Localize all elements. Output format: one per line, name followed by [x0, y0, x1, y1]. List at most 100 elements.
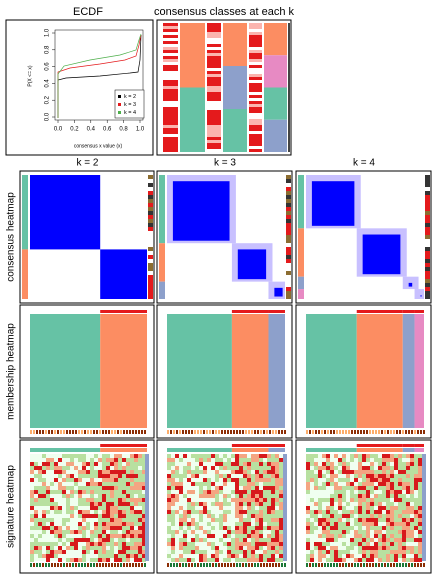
membership-annotation: [54, 430, 56, 434]
signature-cell: [334, 486, 338, 490]
right-annotation: [425, 243, 430, 247]
silhouette-cell: [249, 143, 262, 146]
signature-cell: [98, 514, 102, 518]
signature-cell: [130, 534, 134, 538]
signature-cell: [358, 482, 362, 486]
signature-cell: [134, 522, 138, 526]
signature-cell: [134, 490, 138, 494]
signature-cell: [239, 490, 243, 494]
membership-annotation: [423, 430, 425, 434]
signature-cell: [90, 458, 94, 462]
signature-cell: [410, 470, 414, 474]
signature-cell: [46, 466, 50, 470]
signature-cell: [275, 558, 279, 562]
signature-annotation: [221, 563, 223, 567]
silhouette-cell: [249, 29, 262, 32]
signature-cell: [62, 530, 66, 534]
signature-bar: [268, 444, 285, 447]
signature-cell: [326, 458, 330, 462]
signature-cell: [90, 462, 94, 466]
signature-cell: [310, 530, 314, 534]
signature-cell: [130, 526, 134, 530]
membership-annotation: [132, 430, 134, 434]
signature-cell: [86, 550, 90, 554]
signature-cell: [279, 478, 283, 482]
right-annotation: [148, 227, 153, 231]
signature-cell: [322, 554, 326, 558]
membership-annotation: [384, 430, 386, 434]
signature-cell: [62, 550, 66, 554]
signature-annotation: [330, 563, 332, 567]
signature-cell: [398, 498, 402, 502]
signature-cell: [171, 534, 175, 538]
signature-cell: [142, 534, 146, 538]
silhouette-cell: [163, 29, 178, 32]
signature-cell: [90, 538, 94, 542]
class-block: [264, 119, 287, 152]
silhouette-cell: [207, 98, 221, 101]
signature-cell: [346, 510, 350, 514]
signature-cell: [98, 550, 102, 554]
signature-cell: [207, 522, 211, 526]
signature-cell: [86, 502, 90, 506]
signature-cell: [90, 546, 94, 550]
membership-annotation: [57, 430, 59, 434]
signature-cell: [122, 550, 126, 554]
signature-cell: [374, 518, 378, 522]
signature-cell: [42, 470, 46, 474]
signature-cell: [142, 498, 146, 502]
signature-cell: [130, 494, 134, 498]
right-annotation: [286, 235, 291, 239]
signature-cell: [398, 518, 402, 522]
signature-annotation: [242, 563, 244, 567]
signature-cell: [378, 550, 382, 554]
signature-cell: [255, 542, 259, 546]
signature-cell: [70, 486, 74, 490]
signature-cell: [98, 490, 102, 494]
signature-cell: [239, 538, 243, 542]
signature-cell: [207, 510, 211, 514]
signature-cell: [187, 462, 191, 466]
silhouette-cell: [163, 47, 178, 50]
signature-cell: [179, 522, 183, 526]
signature-cell: [42, 522, 46, 526]
right-annotation: [425, 247, 430, 251]
right-annotation: [286, 279, 291, 283]
signature-cell: [267, 522, 271, 526]
signature-cell: [211, 466, 215, 470]
signature-cell: [386, 474, 390, 478]
signature-cell: [330, 514, 334, 518]
signature-cell: [90, 542, 94, 546]
signature-cell: [342, 558, 346, 562]
signature-cell: [358, 518, 362, 522]
signature-cell: [386, 494, 390, 498]
column-label: k = 3: [214, 158, 236, 169]
class-block: [223, 66, 247, 109]
signature-cell: [42, 530, 46, 534]
signature-cell: [271, 486, 275, 490]
signature-cell: [251, 530, 255, 534]
signature-cell: [42, 510, 46, 514]
signature-cell: [78, 470, 82, 474]
signature-cell: [366, 494, 370, 498]
signature-annotation: [245, 563, 247, 567]
membership-annotation: [336, 430, 338, 434]
silhouette-cell: [249, 41, 262, 44]
signature-cell: [98, 542, 102, 546]
signature-cell: [126, 470, 130, 474]
signature-cell: [366, 546, 370, 550]
signature-cell: [370, 470, 374, 474]
signature-cell: [398, 474, 402, 478]
signature-cell: [167, 478, 171, 482]
ecdf-y-label: P(X <= x): [27, 65, 33, 86]
signature-cell: [410, 530, 414, 534]
membership-block: [306, 314, 357, 428]
signature-cell: [211, 518, 215, 522]
silhouette-cell: [207, 131, 221, 134]
signature-cell: [171, 462, 175, 466]
signature-cell: [82, 502, 86, 506]
signature-annotation: [239, 563, 241, 567]
signature-cell: [366, 538, 370, 542]
signature-cell: [195, 454, 199, 458]
signature-cell: [90, 474, 94, 478]
